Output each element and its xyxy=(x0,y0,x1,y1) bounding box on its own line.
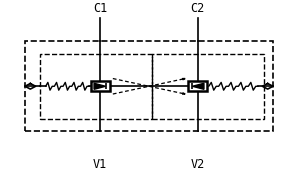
Polygon shape xyxy=(193,83,204,89)
Polygon shape xyxy=(182,93,185,94)
Polygon shape xyxy=(182,79,185,80)
Bar xyxy=(91,81,110,91)
Text: C1: C1 xyxy=(93,2,107,15)
Polygon shape xyxy=(94,83,105,89)
Bar xyxy=(25,41,273,131)
Text: C2: C2 xyxy=(191,2,205,15)
Bar xyxy=(188,81,207,91)
Bar xyxy=(40,54,152,119)
Text: V1: V1 xyxy=(93,158,107,171)
Bar xyxy=(152,54,264,119)
Text: V2: V2 xyxy=(191,158,205,171)
